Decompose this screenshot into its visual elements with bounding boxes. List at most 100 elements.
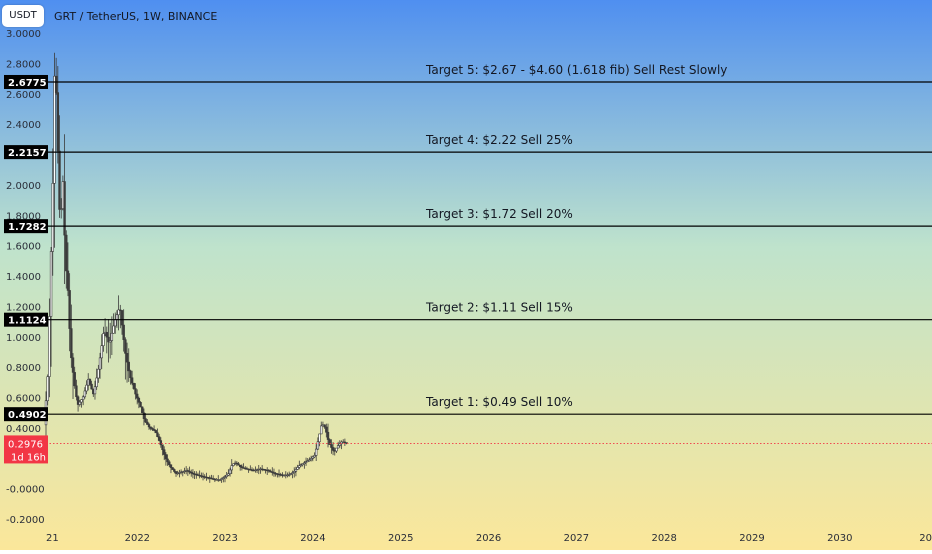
candle-body (328, 439, 331, 445)
y-tick-label: 0.4000 (6, 424, 41, 435)
candle-body (102, 333, 105, 347)
candle-body (71, 357, 75, 373)
candle-body (166, 458, 169, 463)
candle-body (169, 464, 173, 468)
candle-body (335, 447, 338, 452)
candle-body (110, 332, 114, 341)
candle-body (323, 424, 326, 428)
candle-body (142, 412, 146, 419)
y-tick-label: 1.8000 (6, 211, 41, 222)
x-tick-label: 2023 (212, 533, 237, 544)
candle-body (48, 316, 51, 377)
candle-body (139, 402, 142, 408)
candle-body (58, 150, 61, 210)
y-tick-label: -0.0000 (6, 485, 45, 496)
candle-body (325, 426, 328, 433)
candle-body (238, 464, 242, 467)
target-label-4: Target 4: $2.22 Sell 25% (425, 133, 573, 147)
candle-body (299, 464, 303, 466)
candle-body (271, 471, 274, 473)
x-tick-label: 2027 (564, 533, 589, 544)
candle-body (127, 361, 130, 372)
target-label-2: Target 2: $1.11 Sell 15% (425, 301, 573, 315)
candle-body (141, 406, 144, 414)
level-price-box (4, 407, 48, 422)
candle-body (90, 383, 93, 390)
candle-body (56, 92, 60, 152)
candle-body (134, 388, 137, 395)
x-tick-label: 2022 (125, 533, 150, 544)
candle-body (272, 472, 276, 474)
candle-body (218, 479, 222, 481)
candle-body (301, 463, 304, 465)
target-label-1: Target 1: $0.49 Sell 10% (425, 395, 573, 409)
candle-body (117, 309, 120, 316)
candle-body (316, 441, 320, 450)
candle-body (63, 181, 66, 236)
y-tick-label: 2.6000 (6, 90, 41, 101)
current-price-label: 0.2976 (8, 439, 43, 450)
candle-body (147, 424, 151, 428)
candle-body (227, 473, 230, 476)
y-tick-label: 0.6000 (6, 394, 41, 405)
candle-body (173, 469, 176, 472)
candle-body (120, 310, 124, 326)
candle-body (298, 465, 301, 468)
y-tick-label: 1.6000 (6, 242, 41, 253)
candle-body (83, 390, 87, 398)
candle-body (144, 418, 147, 423)
candle-body (159, 440, 163, 446)
candle-body (51, 183, 54, 252)
candle-body (220, 478, 223, 480)
level-price-box (4, 219, 48, 234)
candle-body (66, 270, 70, 291)
x-tick-label: 2025 (388, 533, 413, 544)
candle-body (152, 429, 156, 431)
candle-body (100, 345, 103, 359)
candle-body (345, 442, 348, 444)
candle-body (188, 470, 191, 473)
candle-body (65, 234, 68, 272)
candle-body (314, 448, 318, 456)
y-tick-label: 2.8000 (6, 59, 41, 70)
candle-body (97, 368, 100, 379)
candle-body (68, 290, 71, 329)
candle-body (95, 377, 98, 388)
x-tick-label: 2024 (300, 533, 325, 544)
candle-body (303, 462, 306, 465)
candle-body (240, 466, 244, 468)
candle-body (228, 469, 232, 475)
candle-body (70, 328, 73, 359)
candle-body (161, 444, 164, 450)
target-label-5: Target 5: $2.67 - $4.60 (1.618 fib) Sell… (425, 63, 727, 77)
candle-body (338, 443, 342, 446)
x-tick-label: 2029 (739, 533, 764, 544)
candle-body (124, 339, 127, 354)
y-tick-label: 2.4000 (6, 120, 41, 131)
candle-body (293, 470, 296, 473)
y-tick-label: 3.0000 (6, 29, 41, 40)
candle-body (53, 75, 56, 184)
candle-body (107, 336, 110, 343)
candle-body (88, 378, 92, 385)
candle-body (81, 396, 85, 400)
candle-body (115, 314, 119, 320)
candle-body (267, 470, 271, 472)
x-tick-label: 2028 (651, 533, 676, 544)
y-tick-label: -0.2000 (6, 515, 45, 526)
currency-badge[interactable]: USDT (2, 5, 44, 27)
candle-body (93, 386, 97, 395)
candle-body (330, 444, 333, 448)
candle-body (78, 401, 81, 405)
candle-body (130, 377, 134, 384)
target-label-3: Target 3: $1.72 Sell 20% (425, 207, 573, 221)
candle-body (296, 467, 299, 470)
candle-body (326, 431, 330, 440)
candle-body (105, 331, 108, 338)
candle-body (129, 370, 132, 379)
y-tick-label: 1.2000 (6, 302, 41, 313)
level-price-box (4, 312, 48, 327)
candle-body (313, 455, 316, 458)
